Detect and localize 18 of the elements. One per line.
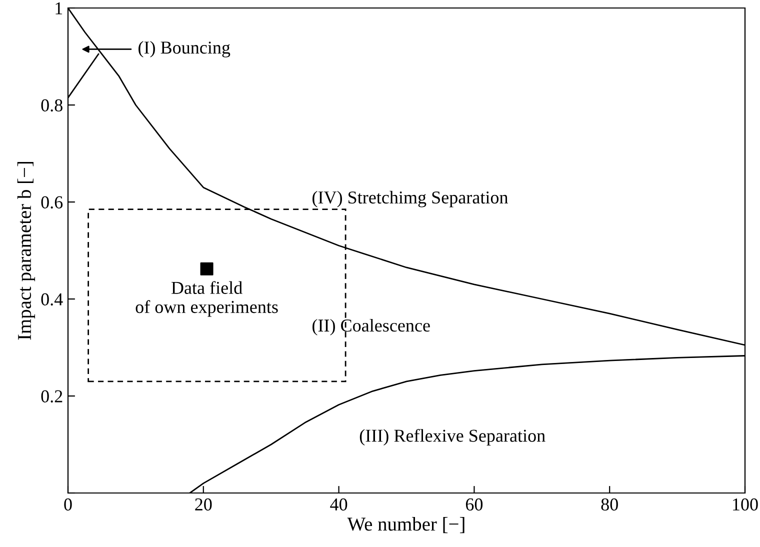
x-tick-label: 60 — [466, 498, 483, 511]
y-tick-label: 0.2 — [41, 390, 62, 403]
x-tick-label: 20 — [195, 498, 212, 511]
annotation: (II) Coalescence — [312, 318, 430, 336]
y-tick-label: 0.8 — [41, 99, 62, 112]
y-axis-title: Impact parameter b [−] — [17, 162, 36, 340]
x-tick-label: 100 — [733, 498, 758, 511]
annotation: (III) Reflexive Separation — [360, 428, 546, 446]
x-tick-label: 0 — [64, 498, 72, 511]
y-tick-label: 1 — [56, 2, 62, 14]
x-axis-title: We number [−] — [347, 517, 464, 534]
x-tick-label: 40 — [330, 498, 348, 511]
x-tick-label: 80 — [601, 498, 618, 511]
annotation: (I) Bouncing — [138, 41, 230, 58]
y-tick-label: 0.4 — [41, 293, 63, 306]
annotation: (IV) Stretchimg Separation — [312, 190, 508, 208]
y-tick-label: 0.6 — [41, 196, 63, 209]
annotation: Data field of own experiments — [136, 281, 278, 317]
